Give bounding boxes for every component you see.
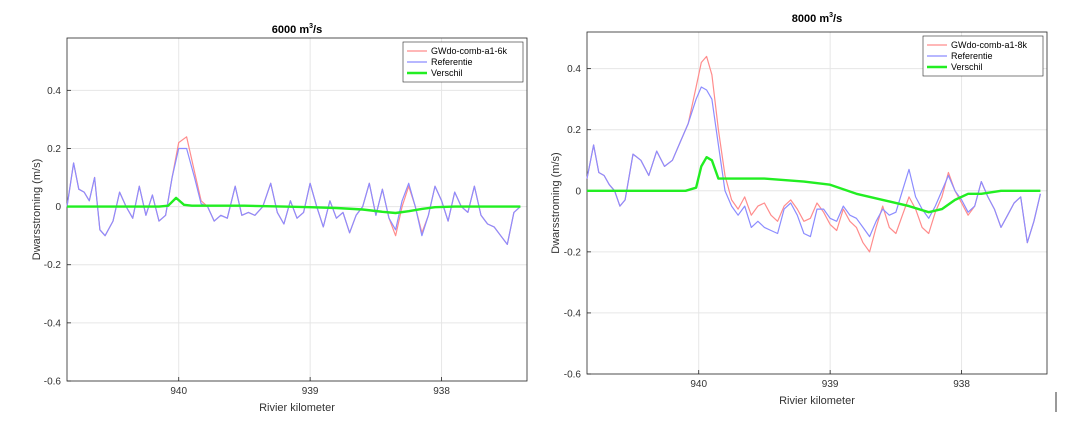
x-tick-label: 939 <box>302 386 319 397</box>
chart-title-superscript: 3 <box>829 12 833 19</box>
y-tick-label: 0 <box>575 186 581 197</box>
chart-title-main: 6000 m <box>272 24 310 36</box>
chart-title-superscript: 3 <box>309 23 313 30</box>
plot-area <box>67 38 527 381</box>
x-tick-label: 940 <box>170 386 187 397</box>
y-tick-label: -0.4 <box>44 318 62 329</box>
x-tick-label: 940 <box>690 379 707 390</box>
x-tick-label: 938 <box>433 386 450 397</box>
y-tick-label: -0.6 <box>44 377 62 388</box>
y-tick-label: -0.4 <box>564 308 582 319</box>
axes-frame <box>66 37 528 382</box>
y-tick-label: -0.6 <box>564 370 582 381</box>
y-tick-label: 0.2 <box>567 125 581 136</box>
chart-panel-2: 0.4 0.2 0 -0.2 -0.4 -0.6 940 939 938 8000 m3/s Riv… <box>550 12 1048 407</box>
legend-entry: Verschil <box>951 62 983 72</box>
chart-title-unit: /s <box>833 13 842 25</box>
legend-entry: Verschil <box>431 68 463 78</box>
chart-title-main: 8000 m <box>792 13 830 25</box>
chart-panel-1: 0.4 0.2 0 -0.2 -0.4 -0.6 940 939 938 6000 m3/s Riv… <box>31 23 528 414</box>
y-tick-label: 0.4 <box>47 86 61 97</box>
y-tick-label: 0.4 <box>567 64 581 75</box>
axes-frame <box>586 31 1048 375</box>
series-line-verschil <box>587 156 1041 214</box>
legend-entry: GWdo-comb-a1-8k <box>951 40 1028 50</box>
series-line-referentie <box>586 86 1041 244</box>
series-line-referentie <box>66 147 521 245</box>
y-axis-label: Dwarsstroming (m/s) <box>550 152 562 253</box>
y-tick-label: 0 <box>55 202 61 213</box>
y-tick-label: 0.2 <box>47 144 61 155</box>
x-tick-label: 939 <box>822 379 839 390</box>
chart-title-unit: /s <box>313 24 322 36</box>
x-tick-label: 938 <box>953 379 970 390</box>
x-axis-label: Rivier kilometer <box>259 402 335 414</box>
x-axis-label: Rivier kilometer <box>779 395 855 407</box>
legend-entry: Referentie <box>431 57 473 67</box>
series-line-verschil <box>67 196 521 215</box>
chart-title: 6000 m3/s <box>272 23 322 36</box>
chart-title: 8000 m3/s <box>792 12 842 25</box>
legend-entry: GWdo-comb-a1-6k <box>431 46 508 56</box>
y-axis-label: Dwarsstroming (m/s) <box>31 159 43 260</box>
y-tick-label: -0.2 <box>44 260 62 271</box>
legend-entry: Referentie <box>951 51 993 61</box>
y-tick-label: -0.2 <box>564 247 582 258</box>
